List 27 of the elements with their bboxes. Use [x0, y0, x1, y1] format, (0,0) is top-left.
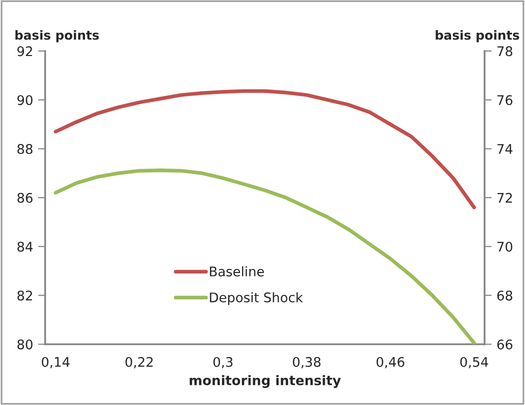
y-tick-label: 86: [17, 192, 33, 203]
legend-label: Baseline: [210, 266, 264, 276]
y-tick-label: 82: [17, 290, 32, 301]
y-tick-label: 88: [17, 144, 32, 154]
line-series: [54, 168, 476, 344]
y-axis-title: basis points: [15, 30, 99, 42]
y2-axis-title: basis points: [436, 30, 520, 42]
y2-tick-label: 66: [497, 339, 512, 350]
y2-tick-label: 76: [497, 95, 512, 106]
y2-tick-label: 70: [497, 242, 512, 252]
y-tick-label: 84: [17, 242, 33, 252]
y-tick-label: 90: [17, 95, 32, 106]
x-tick-label: 0,46: [376, 356, 404, 368]
x-axis-title: monitoring intensity: [190, 375, 341, 388]
legend-label: Deposit Shock: [210, 292, 303, 305]
y-tick-label: 80: [17, 339, 32, 350]
y2-tick-label: 72: [497, 192, 512, 203]
x-tick-label: 0,38: [292, 356, 320, 368]
x-tick-label: 0,22: [125, 356, 153, 368]
line-series: [54, 89, 476, 210]
y2-tick-label: 68: [497, 290, 512, 301]
x-tick-label: 0,14: [42, 356, 70, 368]
y2-tick-label: 78: [497, 46, 512, 56]
x-tick-label: 0,3: [213, 356, 232, 368]
x-tick-label: 0,54: [460, 356, 488, 368]
y-tick-label: 92: [17, 46, 32, 56]
y2-tick-label: 74: [497, 144, 512, 154]
